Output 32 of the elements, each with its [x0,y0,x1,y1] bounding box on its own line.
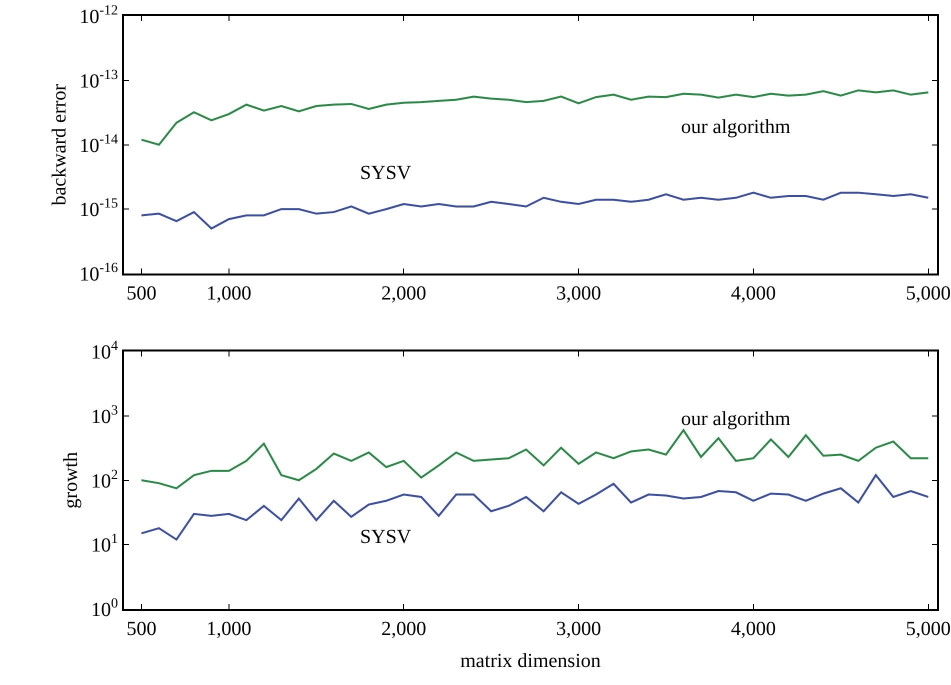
series-label: SYSV [360,526,412,548]
x-tick-label: 3,000 [556,618,602,640]
x-tick-label: 1,000 [206,618,252,640]
x-tick-label: 4,000 [730,618,776,640]
y-axis-title: backward error [48,84,70,206]
series-label: our algorithm [681,408,791,430]
y-tick-label: 10$^{4}$ [91,339,118,364]
y-axis-title: growth [60,452,82,509]
series-label: our algorithm [681,116,791,138]
x-tick-label: 500 [126,618,156,640]
series-label: SYSV [360,162,412,184]
x-tick-label: 2,000 [381,282,426,304]
x-tick-label: 5,000 [906,282,951,304]
y-tick-label: 10$^{-12}$ [79,4,118,28]
y-tick-label: 10$^{0}$ [91,596,118,621]
y-tick-label: 10$^{2}$ [91,468,118,492]
y-tick-label: 10$^{3}$ [91,403,118,428]
y-tick-label: 10$^{-15}$ [79,196,118,222]
y-tick-label: 10$^{-16}$ [79,261,118,286]
x-axis-title: matrix dimension [460,650,601,672]
line-series [140,429,930,490]
line-series [140,192,930,230]
x-tick-label: 1,000 [206,282,252,304]
line-series [140,89,930,146]
y-tick-label: 10$^{-14}$ [79,132,118,157]
x-tick-label: 3,000 [556,282,602,304]
x-tick-label: 2,000 [381,618,426,640]
y-tick-label: 10$^{1}$ [91,532,118,557]
x-tick-label: 4,000 [730,282,776,304]
x-tick-label: 500 [126,282,156,304]
x-tick-label: 5,000 [906,618,951,640]
y-tick-label: 10$^{-13}$ [79,68,118,92]
